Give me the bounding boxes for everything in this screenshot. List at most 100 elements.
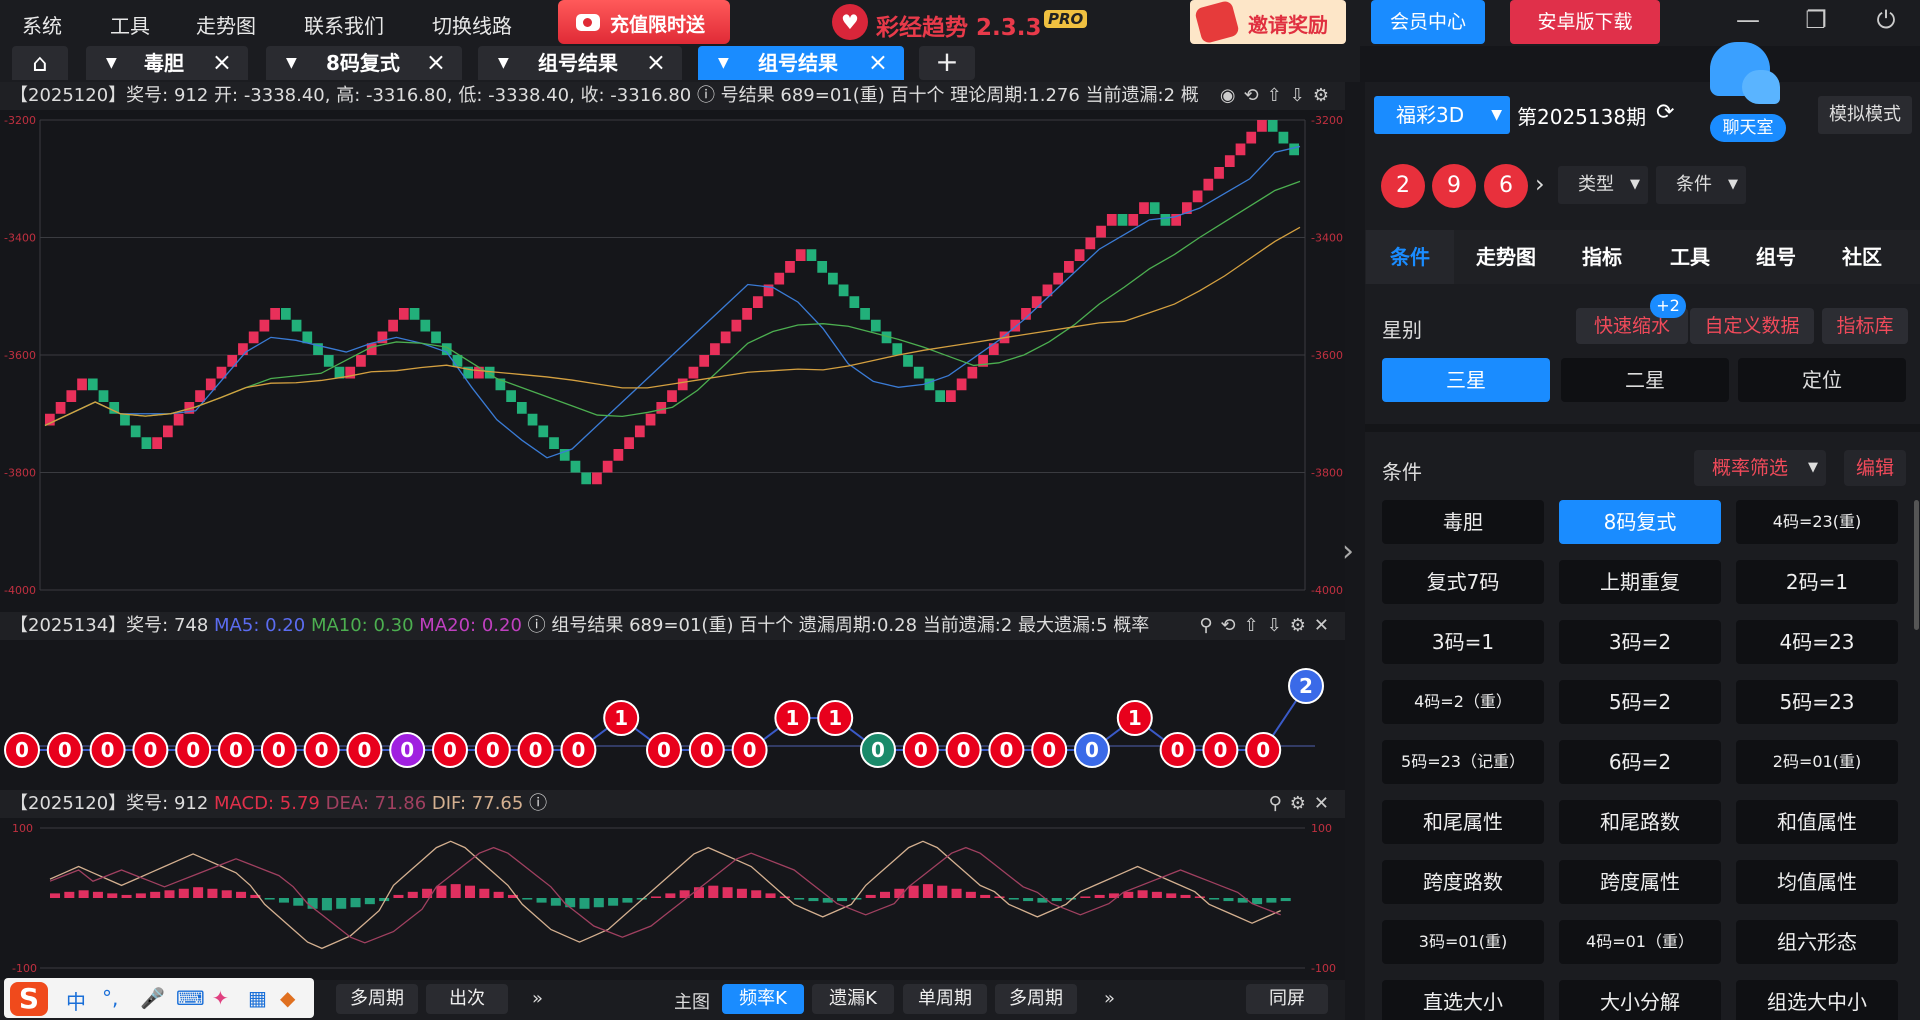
condition-button[interactable]: 毒胆 xyxy=(1382,500,1544,544)
condition-button[interactable]: 3码=01(重) xyxy=(1382,920,1544,964)
sidebar-splitter[interactable] xyxy=(1345,82,1365,1020)
condition-dropdown[interactable]: 条件 ▼ xyxy=(1656,166,1746,204)
type-dropdown[interactable]: 类型 ▼ xyxy=(1558,166,1648,204)
multi-period-button[interactable]: 多周期 xyxy=(995,984,1077,1014)
condition-button[interactable]: 和值属性 xyxy=(1736,800,1898,844)
condition-button[interactable]: 4码=23 xyxy=(1736,620,1898,664)
condition-button[interactable]: 2码=01(重) xyxy=(1736,740,1898,784)
menu-tools[interactable]: 工具 xyxy=(110,14,150,38)
ime-skin-icon[interactable]: ✦ xyxy=(212,986,229,1010)
side-tab-trend[interactable]: 走势图 xyxy=(1476,245,1536,269)
position-button[interactable]: 定位 xyxy=(1738,358,1906,402)
candlestick-chart[interactable]: -3200 -3200 -3400 -3400 -3600 -3600 -3800 -3800… xyxy=(0,110,1345,610)
tab-dropdown-icon[interactable]: ▼ xyxy=(718,55,729,71)
menu-contact[interactable]: 联系我们 xyxy=(304,14,384,38)
restore-icon[interactable]: ❐ xyxy=(1805,6,1827,34)
condition-button[interactable]: 4码=23(重) xyxy=(1736,500,1898,544)
tab-dudan[interactable]: ▼ 毒胆 × xyxy=(86,46,248,80)
condition-button[interactable]: 复式7码 xyxy=(1382,560,1544,604)
more-right-icon[interactable]: » xyxy=(1104,988,1116,1009)
condition-button[interactable]: 直选大小 xyxy=(1382,980,1544,1020)
star-two-button[interactable]: 二星 xyxy=(1561,358,1729,402)
power-icon[interactable]: ⏻ xyxy=(1876,6,1896,34)
condition-button[interactable]: 组选大中小 xyxy=(1736,980,1898,1020)
menu-switch-line[interactable]: 切换线路 xyxy=(432,14,512,38)
tab-group-result-active[interactable]: ▼ 组号结果 × xyxy=(698,46,904,80)
condition-button[interactable]: 上期重复 xyxy=(1559,560,1721,604)
edit-button[interactable]: 编辑 xyxy=(1844,450,1906,486)
miss-k-button[interactable]: 遗漏K xyxy=(812,984,894,1014)
close-icon[interactable]: × xyxy=(425,48,446,76)
home-icon[interactable]: ⌂ xyxy=(12,46,68,80)
condition-button[interactable]: 5码=2 xyxy=(1559,680,1721,724)
condition-button[interactable]: 5码=23 xyxy=(1736,680,1898,724)
condition-button[interactable]: 4码=2（重） xyxy=(1382,680,1544,724)
add-tab-button[interactable]: + xyxy=(919,46,975,80)
condition-button[interactable]: 跨度路数 xyxy=(1382,860,1544,904)
chart-tools[interactable]: ◉⟲⇧⇩⚙ xyxy=(1213,82,1337,110)
condition-button[interactable]: 大小分解 xyxy=(1559,980,1721,1020)
condition-button[interactable]: 3码=2 xyxy=(1559,620,1721,664)
chat-room-button[interactable]: 聊天室 xyxy=(1710,42,1786,144)
sogou-icon[interactable]: S xyxy=(10,982,48,1016)
side-tab-community[interactable]: 社区 xyxy=(1842,245,1882,269)
tab-dropdown-icon[interactable]: ▼ xyxy=(106,55,117,71)
ball-chart[interactable]: 0 0 0 0 0 0 0 0 0 0 0 0 0 0 1 0 0 0 1 1 0 0 0 0 0 0 1 0 0 0 2 xyxy=(0,640,1345,790)
ime-keyboard-icon[interactable]: ⌨ xyxy=(176,986,205,1010)
side-tab-tools[interactable]: 工具 xyxy=(1670,245,1710,269)
condition-button[interactable]: 2码=1 xyxy=(1736,560,1898,604)
scrollbar[interactable] xyxy=(1914,500,1919,630)
condition-button[interactable]: 6码=2 xyxy=(1559,740,1721,784)
tab-8code[interactable]: ▼ 8码复式 × xyxy=(266,46,462,80)
ime-mic-icon[interactable]: 🎤 xyxy=(140,986,165,1010)
help-icon[interactable]: ⓘ xyxy=(529,793,548,814)
condition-button[interactable]: 4码=01（重） xyxy=(1559,920,1721,964)
ime-punct-icon[interactable]: °, xyxy=(102,986,119,1010)
freq-k-button[interactable]: 频率K xyxy=(722,984,804,1014)
promo-button[interactable]: 充值限时送 xyxy=(558,0,730,44)
ime-cn-label[interactable]: 中 xyxy=(66,990,86,1014)
quick-zoom-button[interactable]: 快速缩水 xyxy=(1576,308,1688,344)
close-icon[interactable]: × xyxy=(867,48,888,76)
indicator-lib-button[interactable]: 指标库 xyxy=(1822,308,1908,344)
invite-button[interactable]: 邀请奖励 xyxy=(1190,0,1346,45)
side-tab-indicator[interactable]: 指标 xyxy=(1582,245,1622,269)
condition-button[interactable]: 跨度属性 xyxy=(1559,860,1721,904)
member-center-button[interactable]: 会员中心 xyxy=(1371,0,1485,44)
sim-mode-button[interactable]: 模拟模式 xyxy=(1818,96,1912,134)
condition-button[interactable]: 和尾路数 xyxy=(1559,800,1721,844)
tab-group-result[interactable]: ▼ 组号结果 × xyxy=(478,46,682,80)
macd-tools[interactable]: ⚲⚙✕ xyxy=(1262,790,1337,818)
more-left-icon[interactable]: » xyxy=(532,988,544,1009)
ime-game-icon[interactable]: ◆ xyxy=(280,986,296,1010)
condition-button[interactable]: 均值属性 xyxy=(1736,860,1898,904)
appear-button[interactable]: 出次 xyxy=(426,984,508,1014)
ime-toolbar[interactable]: S 中 °, 🎤 ⌨ ✦ ▦ ◆ xyxy=(4,978,314,1018)
condition-button[interactable]: 3码=1 xyxy=(1382,620,1544,664)
side-tab-group[interactable]: 组号 xyxy=(1756,245,1796,269)
prob-filter-dropdown[interactable]: 概率筛选 ▼ xyxy=(1694,450,1826,486)
close-icon[interactable]: × xyxy=(211,48,232,76)
side-tab-condition[interactable]: 条件 xyxy=(1366,230,1454,284)
collapse-chevron-icon[interactable]: › xyxy=(1342,534,1354,569)
tab-dropdown-icon[interactable]: ▼ xyxy=(286,55,297,71)
mid-tools[interactable]: ⚲⟲⇧⇩⚙✕ xyxy=(1193,612,1337,640)
condition-button[interactable]: 8码复式 xyxy=(1559,500,1721,544)
custom-data-button[interactable]: 自定义数据 xyxy=(1690,308,1814,344)
refresh-icon[interactable]: ⟳ xyxy=(1656,100,1675,125)
multi-period-left-button[interactable]: 多周期 xyxy=(336,984,418,1014)
menu-system[interactable]: 系统 xyxy=(22,14,62,38)
star-three-button[interactable]: 三星 xyxy=(1382,358,1550,402)
condition-button[interactable]: 组六形态 xyxy=(1736,920,1898,964)
tab-dropdown-icon[interactable]: ▼ xyxy=(498,55,509,71)
condition-button[interactable]: 5码=23（记重） xyxy=(1382,740,1544,784)
minimize-icon[interactable]: — xyxy=(1736,6,1760,34)
sync-screen-button[interactable]: 同屏 xyxy=(1246,984,1328,1014)
android-download-button[interactable]: 安卓版下载 xyxy=(1510,0,1660,44)
close-icon[interactable]: × xyxy=(645,48,666,76)
macd-chart[interactable]: 100 100 -100 -100 xyxy=(0,818,1345,978)
single-period-button[interactable]: 单周期 xyxy=(903,984,987,1014)
menu-trend[interactable]: 走势图 xyxy=(196,14,256,38)
ime-apps-icon[interactable]: ▦ xyxy=(248,986,267,1010)
condition-button[interactable]: 和尾属性 xyxy=(1382,800,1544,844)
